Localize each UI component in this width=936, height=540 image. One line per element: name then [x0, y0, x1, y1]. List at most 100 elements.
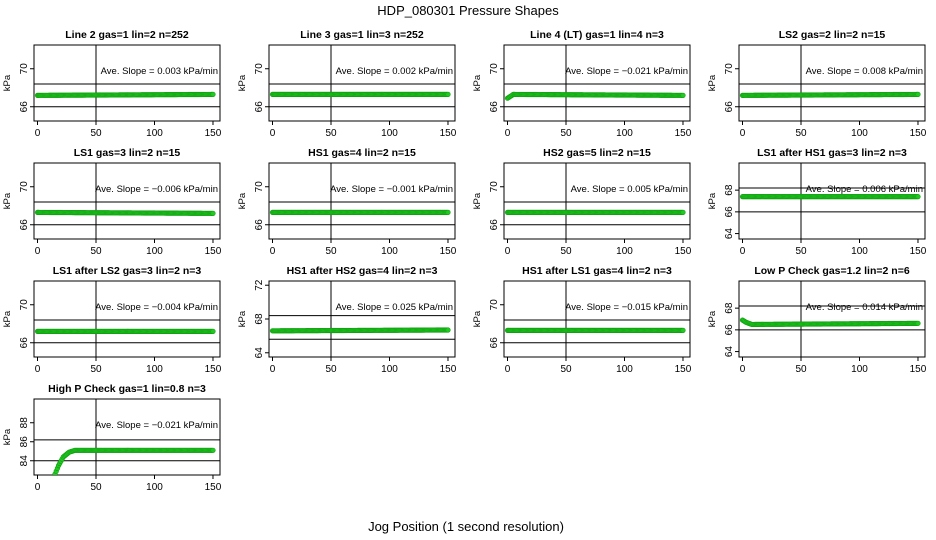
panel-title: Line 3 gas=1 lin=3 n=252 — [300, 29, 424, 41]
panel-title: LS1 after HS1 gas=3 lin=2 n=3 — [757, 147, 907, 159]
slope-label: Ave. Slope = — [806, 302, 863, 313]
x-tick-label: 150 — [675, 364, 692, 375]
data-points — [739, 91, 921, 98]
slope-value: 0.005 — [627, 184, 653, 195]
x-tick-label: 0 — [740, 246, 746, 257]
slope-label: Ave. Slope = — [95, 302, 152, 313]
panel-10: HS1 after HS2 gas=4 lin=2 n=3 0 50 100 150 64… — [237, 265, 457, 375]
slope-annotation: Ave. Slope = −0.001 kPa/min — [330, 184, 453, 195]
slope-annotation: Ave. Slope = 0.005 kPa/min — [571, 184, 688, 195]
plot-frame — [738, 280, 926, 358]
x-tick-label: 50 — [560, 128, 572, 139]
data-point — [445, 327, 451, 333]
y-axis-label: kPa — [707, 74, 718, 91]
main-title: HDP_080301 Pressure Shapes — [377, 3, 559, 18]
x-tick-label: 100 — [851, 364, 868, 375]
slope-annotation: Ave. Slope = −0.004 kPa/min — [95, 302, 218, 313]
y-tick-label: 64 — [724, 346, 735, 358]
x-tick-label: 0 — [35, 482, 41, 493]
x-tick-label: 50 — [90, 246, 102, 257]
x-tick-label: 0 — [505, 364, 511, 375]
x-tick-label: 50 — [560, 246, 572, 257]
x-tick-label: 0 — [35, 128, 41, 139]
slope-annotation: Ave. Slope = 0.008 kPa/min — [806, 66, 923, 77]
slope-label: Ave. Slope = — [565, 66, 622, 77]
y-tick-label: 64 — [724, 228, 735, 240]
data-point — [210, 328, 216, 334]
data-points — [34, 91, 216, 98]
data-points — [504, 327, 686, 334]
data-point — [915, 91, 921, 97]
panel-title: HS1 after HS2 gas=4 lin=2 n=3 — [287, 265, 438, 277]
data-point — [445, 209, 451, 215]
slope-label: Ave. Slope = — [336, 302, 393, 313]
data-points — [34, 328, 216, 334]
panel-8: LS1 after HS1 gas=3 lin=2 n=3 0 50 100 150 64… — [707, 147, 927, 257]
panel-title: HS1 gas=4 lin=2 n=15 — [308, 147, 416, 159]
plot-frame — [503, 162, 691, 240]
x-tick-label: 100 — [616, 364, 633, 375]
y-tick-label: 84 — [19, 455, 30, 467]
plot-frame — [503, 280, 691, 358]
plot-frame — [33, 280, 221, 358]
y-tick-label: 70 — [489, 63, 500, 75]
x-tick-label: 50 — [90, 128, 102, 139]
panels: Line 2 gas=1 lin=2 n=252 0 50 100 150 66 70 kPa… — [2, 29, 927, 493]
slope-unit: kPa/min — [184, 184, 218, 195]
panel-2: Line 3 gas=1 lin=3 n=252 0 50 100 150 66 70 kPa… — [237, 29, 457, 139]
x-tick-label: 150 — [205, 482, 222, 493]
y-tick-label: 70 — [254, 63, 265, 75]
y-axis-label: kPa — [2, 310, 13, 327]
data-point — [915, 320, 921, 326]
y-axis-label: kPa — [237, 192, 248, 209]
x-tick-label: 100 — [381, 128, 398, 139]
slope-annotation: Ave. Slope = 0.002 kPa/min — [336, 66, 453, 77]
y-tick-label: 66 — [724, 324, 735, 336]
slope-unit: kPa/min — [419, 302, 453, 313]
y-tick-label: 66 — [19, 219, 30, 231]
panel-9: LS1 after LS2 gas=3 lin=2 n=3 0 50 100 150 66… — [2, 265, 222, 375]
panel-13: High P Check gas=1 lin=0.8 n=3 0 50 100 150 8… — [2, 383, 222, 493]
x-tick-label: 100 — [616, 128, 633, 139]
slope-unit: kPa/min — [889, 184, 923, 195]
x-tick-label: 0 — [270, 364, 276, 375]
x-tick-label: 50 — [90, 364, 102, 375]
x-tick-label: 100 — [146, 246, 163, 257]
x-tick-label: 150 — [910, 128, 927, 139]
x-tick-label: 0 — [505, 246, 511, 257]
slope-label: Ave. Slope = — [336, 66, 393, 77]
slope-label: Ave. Slope = — [95, 420, 152, 431]
data-point — [210, 210, 216, 216]
x-tick-label: 100 — [851, 246, 868, 257]
data-point — [680, 92, 686, 98]
slope-value: −0.001 — [387, 184, 419, 195]
y-tick-label: 64 — [254, 347, 265, 359]
data-point — [210, 447, 216, 453]
y-axis-label: kPa — [2, 74, 13, 91]
x-tick-label: 0 — [270, 246, 276, 257]
data-point — [445, 91, 451, 97]
panel-4: LS2 gas=2 lin=2 n=15 0 50 100 150 66 70 kPa Ave.… — [707, 29, 927, 139]
y-tick-label: 70 — [724, 63, 735, 75]
slope-value: 0.003 — [157, 66, 183, 77]
y-tick-label: 66 — [254, 219, 265, 231]
slope-label: Ave. Slope = — [806, 184, 863, 195]
y-axis-label: kPa — [707, 310, 718, 327]
data-point — [680, 209, 686, 215]
data-points — [269, 91, 451, 97]
slope-value: −0.015 — [622, 302, 654, 313]
plot-frame — [268, 44, 456, 122]
panel-title: Line 4 (LT) gas=1 lin=4 n=3 — [530, 29, 664, 41]
slope-annotation: Ave. Slope = 0.014 kPa/min — [806, 302, 923, 313]
y-axis-label: kPa — [2, 192, 13, 209]
y-tick-label: 70 — [489, 181, 500, 193]
slope-value: 0.025 — [392, 302, 418, 313]
panel-11: HS1 after LS1 gas=4 lin=2 n=3 0 50 100 150 66… — [472, 265, 692, 375]
slope-value: −0.021 — [622, 66, 654, 77]
plot-frame — [268, 280, 456, 358]
slope-label: Ave. Slope = — [565, 302, 622, 313]
plot-frame — [503, 44, 691, 122]
x-tick-label: 150 — [675, 246, 692, 257]
slope-label: Ave. Slope = — [571, 184, 628, 195]
